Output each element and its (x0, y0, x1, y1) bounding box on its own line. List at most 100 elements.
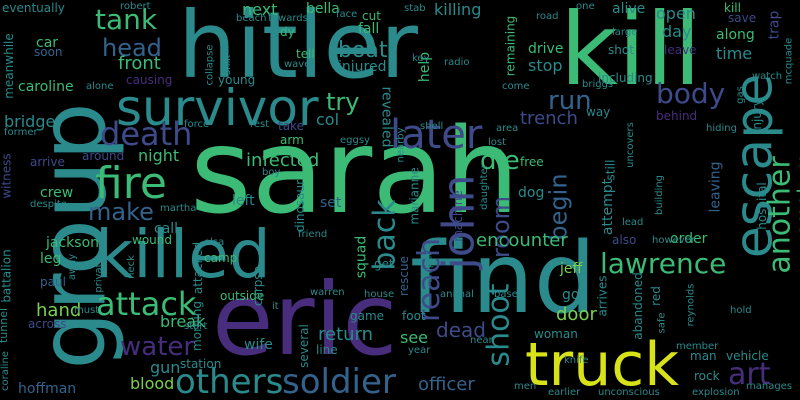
word: stop (528, 56, 563, 75)
word: base (494, 289, 518, 300)
word: run (548, 86, 592, 116)
word: station (180, 357, 222, 371)
word: make (88, 198, 154, 226)
word: machine (450, 190, 465, 242)
word: caroline (18, 79, 74, 95)
word: attacked (191, 241, 206, 295)
word: camp (204, 251, 238, 265)
word: behind (656, 109, 698, 123)
word: hand (36, 300, 82, 321)
word: battalion (0, 249, 14, 303)
word: beach (236, 13, 267, 24)
word: outside (220, 289, 265, 303)
word: marianne (407, 167, 422, 225)
word: break (160, 312, 206, 331)
word: must (74, 305, 100, 316)
word: call (154, 221, 179, 237)
word: alive (612, 1, 646, 17)
word: leaving (707, 161, 724, 213)
word: die (480, 146, 520, 176)
word: line (316, 343, 338, 357)
word: drive (528, 41, 564, 57)
word: killing (434, 0, 482, 19)
word: tank (95, 3, 158, 36)
word: injured (338, 59, 387, 75)
word: col (316, 110, 340, 129)
word: officer (418, 374, 475, 395)
word: rock (694, 369, 720, 383)
word: woman (534, 327, 578, 341)
word: radio (444, 57, 470, 68)
word: road (536, 11, 559, 22)
word: lost (488, 137, 507, 148)
word: near (470, 335, 493, 346)
word: leg (40, 251, 62, 267)
word: martha (160, 203, 197, 214)
word: kill (724, 1, 741, 15)
word: manages (746, 381, 793, 392)
word: trench (520, 108, 578, 129)
word: head (102, 34, 162, 62)
word: hold (730, 305, 752, 316)
word: hitler (178, 0, 418, 99)
word: animal (440, 289, 474, 300)
word: across (28, 317, 67, 331)
word: crew (40, 185, 74, 201)
word: sarah (190, 102, 520, 240)
word: water (120, 332, 195, 362)
word: tell (296, 47, 315, 61)
word: killed (95, 216, 271, 293)
word: go (562, 287, 580, 303)
word: knife (564, 355, 589, 366)
word: red (648, 286, 663, 306)
word: still (603, 159, 618, 181)
word: save (728, 11, 757, 25)
word: dy (280, 25, 295, 39)
word: elsa (204, 237, 225, 248)
word: young (218, 73, 256, 87)
word: tunnel (0, 307, 11, 344)
word: abandoned (630, 272, 645, 340)
word: rescue (396, 256, 411, 296)
word: large (612, 27, 638, 38)
word: witness (0, 153, 14, 199)
word: dog (518, 185, 545, 201)
word: warren (310, 287, 345, 298)
word: find (410, 222, 597, 336)
word: towards (268, 13, 308, 24)
word: jeff (560, 261, 583, 277)
word: arrive (30, 155, 65, 169)
word: face (336, 9, 358, 20)
word: daughter (478, 164, 490, 210)
word: boat (338, 38, 388, 63)
word: coraline (0, 351, 11, 391)
word: infected (246, 150, 320, 171)
word: leave (664, 43, 697, 57)
word: briggs (582, 79, 614, 90)
word: eggsy (340, 135, 370, 146)
word: private (93, 257, 105, 293)
word: revealed (378, 86, 395, 148)
word: shik (222, 54, 234, 76)
word: hoffman (18, 381, 77, 397)
word: corpse (251, 265, 266, 307)
word: day (662, 22, 692, 41)
word: cut (362, 9, 381, 23)
word: gas (734, 86, 746, 104)
word: sniper (423, 251, 435, 283)
word: front (118, 53, 161, 74)
word: several (296, 324, 311, 368)
word: truck (525, 330, 679, 400)
word: meanwhile (1, 33, 16, 99)
word: soon (34, 45, 63, 59)
word: attack (96, 285, 197, 323)
word: way (586, 105, 611, 119)
word: get (374, 257, 394, 271)
word: man (690, 349, 717, 363)
word: wife (244, 337, 273, 353)
word: uncovers (624, 122, 636, 168)
word: start (184, 321, 208, 332)
word: also (612, 233, 637, 247)
word: paul (40, 275, 66, 289)
